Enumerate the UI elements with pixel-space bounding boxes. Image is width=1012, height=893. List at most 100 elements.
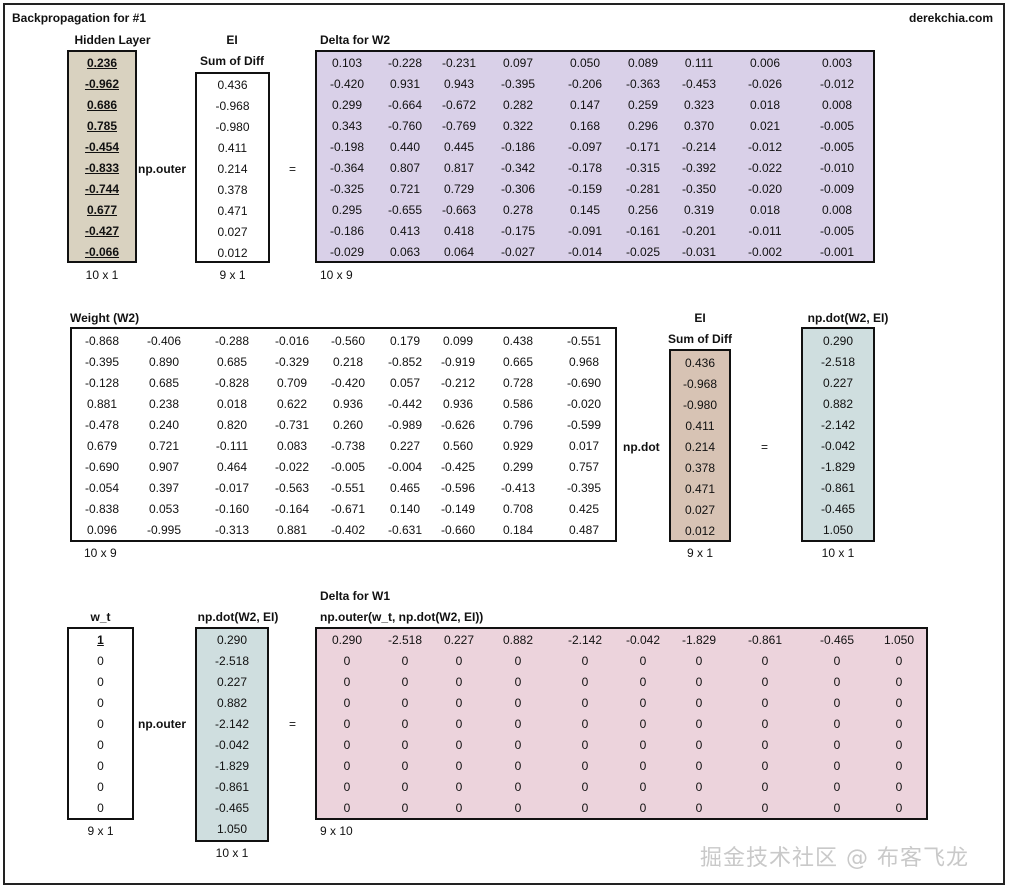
np-dot-result-value: 1.050 (822, 523, 854, 537)
delta-w1-cell: 0 (895, 675, 903, 689)
delta-w1-cell: 0 (401, 780, 409, 794)
delta-w1-cell: 0 (455, 654, 463, 668)
delta-w1-cell: 0 (639, 738, 647, 752)
weight-w2-cell: 0.218 (332, 355, 364, 369)
delta-w2-dim: 10 x 9 (320, 268, 353, 282)
delta-w2-cell: -0.159 (567, 182, 603, 196)
delta-w1-cell: 0 (581, 801, 589, 815)
hidden-layer-value: 0.686 (86, 98, 118, 112)
delta-w1-cell: -0.042 (625, 633, 661, 647)
weight-w2-cell: -0.288 (214, 334, 250, 348)
delta-w1-cell: 0 (514, 738, 522, 752)
hidden-layer-value: 0.785 (86, 119, 118, 133)
weight-w2-cell: 0.227 (389, 439, 421, 453)
ei-value-1: -0.980 (215, 120, 250, 134)
weight-w2-cell: -0.596 (440, 481, 476, 495)
delta-w2-cell: -0.363 (625, 77, 661, 91)
delta-w1-cell: 0 (639, 654, 647, 668)
weight-w2-cell: -0.690 (566, 376, 602, 390)
weight-w2-cell: -0.128 (84, 376, 120, 390)
weight-w2-cell: 0.968 (568, 355, 600, 369)
delta-w1-cell: 0.882 (502, 633, 534, 647)
delta-w2-cell: 0.256 (627, 203, 659, 217)
np-dot-value-3: 0.227 (216, 675, 248, 689)
np-dot-title-3: np.dot(W2, EI) (197, 610, 279, 624)
ei-vector-1 (195, 72, 270, 263)
delta-w1-cell: 0 (833, 654, 841, 668)
delta-w1-cell: 0 (581, 759, 589, 773)
delta-w2-cell: -0.231 (441, 56, 477, 70)
np-dot-value-3: 1.050 (216, 822, 248, 836)
delta-w2-cell: -0.760 (387, 119, 423, 133)
delta-w1-cell: 0 (581, 654, 589, 668)
delta-w1-cell: 0 (455, 738, 463, 752)
ei-title-2: EI (694, 311, 706, 325)
delta-w1-cell: 0 (639, 717, 647, 731)
np-dot-operator: np.dot (623, 440, 660, 454)
weight-w2-cell: 0.708 (502, 502, 534, 516)
delta-w2-cell: -0.206 (567, 77, 603, 91)
np-dot-result-value: -2.142 (820, 418, 856, 432)
delta-w2-cell: 0.111 (684, 56, 714, 70)
delta-w1-cell: 0 (895, 780, 903, 794)
delta-w2-cell: 0.008 (821, 98, 853, 112)
delta-w2-cell: -0.171 (625, 140, 661, 154)
hidden-layer-value: 0.236 (86, 56, 118, 70)
weight-w2-cell: 0.820 (216, 418, 248, 432)
delta-w2-cell: -0.198 (329, 140, 365, 154)
weight-w2-cell: -0.442 (387, 397, 423, 411)
weight-w2-cell: 0.018 (216, 397, 248, 411)
hidden-layer-value: -0.427 (84, 224, 120, 238)
hidden-layer-value: -0.833 (84, 161, 120, 175)
delta-w2-cell: -0.012 (819, 77, 855, 91)
weight-w2-cell: 0.679 (86, 439, 118, 453)
delta-w2-cell: -0.350 (681, 182, 717, 196)
weight-w2-cell: 0.017 (568, 439, 600, 453)
delta-w1-cell: 0 (695, 780, 703, 794)
delta-w2-title: Delta for W2 (320, 33, 391, 47)
delta-w1-cell: 0 (833, 675, 841, 689)
delta-w1-cell: 0 (455, 780, 463, 794)
weight-w2-cell: -0.406 (146, 334, 182, 348)
delta-w1-cell: 0 (343, 675, 351, 689)
ei-value-1: 0.012 (217, 246, 248, 260)
delta-w1-cell: 0 (761, 675, 769, 689)
weight-w2-cell: 0.907 (148, 460, 180, 474)
delta-w1-cell: 0 (581, 675, 589, 689)
delta-w2-cell: -0.201 (681, 224, 717, 238)
weight-w2-cell: -0.413 (500, 481, 536, 495)
np-dot-result-value: -2.518 (820, 355, 856, 369)
ei-subtitle-1: Sum of Diff (200, 54, 264, 68)
delta-w2-cell: 0.322 (502, 119, 534, 133)
np-dot-value-3: -2.518 (214, 654, 250, 668)
delta-w1-cell: 0 (401, 738, 409, 752)
delta-w1-cell: 0 (514, 759, 522, 773)
weight-w2-cell: -0.313 (214, 523, 250, 537)
delta-w2-cell: 0.440 (389, 140, 421, 154)
delta-w1-cell: 0 (639, 675, 647, 689)
delta-w1-cell: -0.465 (819, 633, 855, 647)
hidden-layer-value: -0.066 (84, 245, 120, 259)
weight-w2-cell: 0.622 (276, 397, 308, 411)
ei-dim-2: 9 x 1 (686, 546, 713, 560)
delta-w1-cell: 0 (833, 717, 841, 731)
delta-w1-cell: 0 (895, 738, 903, 752)
delta-w1-cell: 0 (343, 759, 351, 773)
delta-w2-cell: 0.323 (683, 98, 715, 112)
weight-w2-cell: -0.478 (84, 418, 120, 432)
weight-w2-cell: -0.020 (566, 397, 602, 411)
weight-w2-cell: 0.721 (148, 439, 180, 453)
delta-w2-cell: 0.343 (331, 119, 363, 133)
weight-w2-cell: -0.671 (330, 502, 366, 516)
delta-w1-cell: -1.829 (681, 633, 717, 647)
delta-w2-cell: -0.364 (329, 161, 365, 175)
delta-w2-cell: -0.014 (567, 245, 603, 259)
hidden-layer-value: -0.744 (84, 182, 120, 196)
watermark: 掘金技术社区 @ 布客飞龙 (700, 846, 969, 871)
ei-value-2: 0.436 (684, 356, 716, 370)
ei-subtitle-2: Sum of Diff (668, 332, 732, 346)
weight-w2-cell: -0.563 (274, 481, 310, 495)
delta-w1-cell: 0 (514, 675, 522, 689)
delta-w2-cell: 0.413 (389, 224, 421, 238)
delta-w1-cell: 0 (833, 759, 841, 773)
